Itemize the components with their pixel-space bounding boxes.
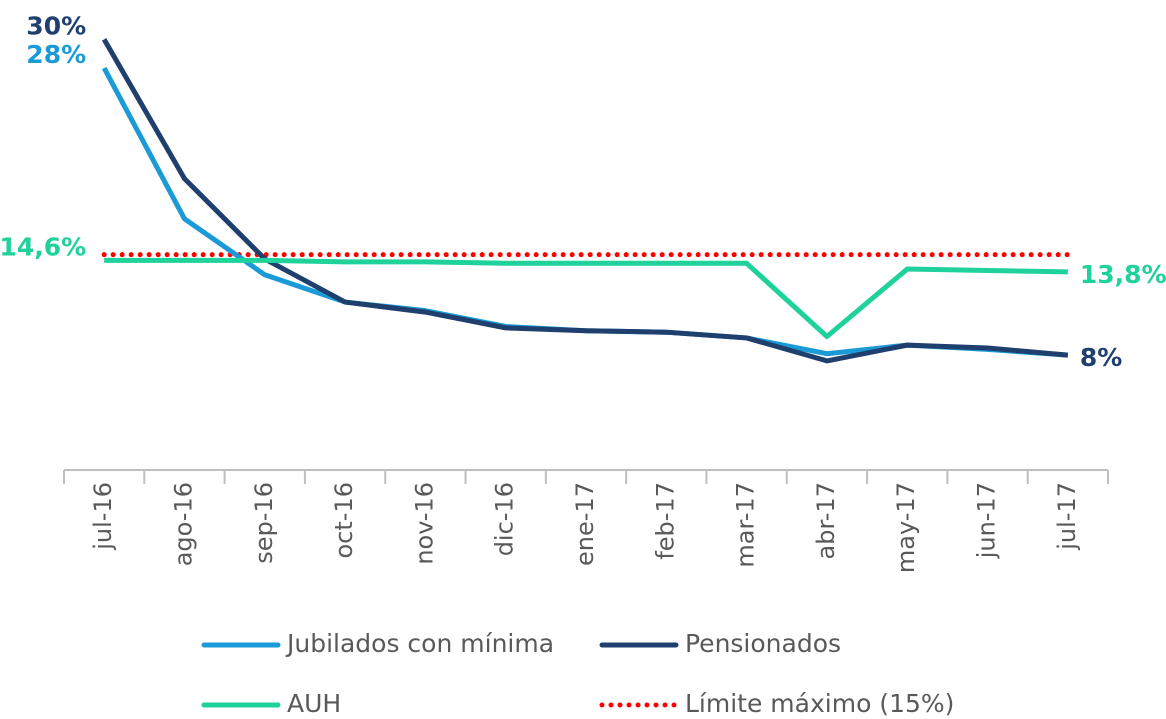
legend-label: AUH xyxy=(287,689,341,718)
x-tick-label: nov-16 xyxy=(410,482,438,565)
legend-label: Jubilados con mínima xyxy=(285,629,554,658)
x-tick-label: sep-16 xyxy=(250,482,278,564)
x-tick-label: abr-17 xyxy=(812,482,840,559)
x-tick-label: ene-17 xyxy=(571,482,599,566)
data-label: 13,8% xyxy=(1080,260,1166,289)
x-tick-label: mar-17 xyxy=(732,482,760,568)
x-tick-label: jun-17 xyxy=(973,482,1001,559)
x-tick-label: jul-17 xyxy=(1053,482,1081,551)
x-tick-label: feb-17 xyxy=(651,482,679,560)
legend-label: Límite máximo (15%) xyxy=(685,689,954,718)
series-line xyxy=(101,66,1069,358)
data-label: 8% xyxy=(1080,343,1122,372)
series-line xyxy=(104,257,1068,339)
x-tick-label: jul-16 xyxy=(89,482,117,551)
x-tick-label: may-17 xyxy=(892,482,920,573)
x-tick-label: ago-16 xyxy=(169,482,197,566)
series-line xyxy=(101,38,1069,364)
data-label: 30% xyxy=(26,11,86,40)
data-label: 28% xyxy=(26,40,86,69)
x-tick-label: oct-16 xyxy=(330,482,358,559)
legend-label: Pensionados xyxy=(685,629,841,658)
data-label: 14,6% xyxy=(0,232,86,261)
x-tick-label: dic-16 xyxy=(491,482,519,556)
